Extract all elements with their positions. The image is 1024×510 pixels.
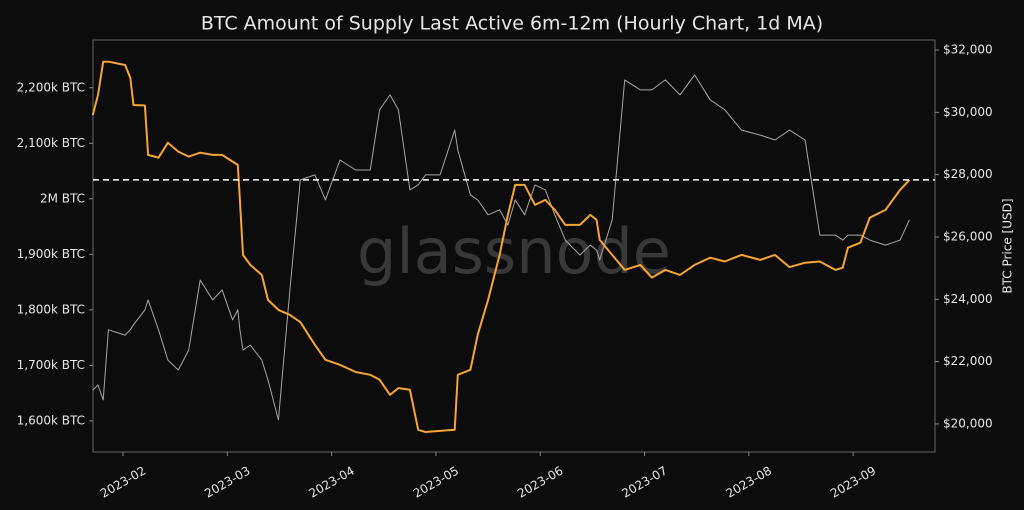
series-line [91, 60, 911, 433]
y-tick-label: 2,100k BTC [17, 136, 85, 150]
y2-axis-label: BTC Price [USD] [1001, 198, 1015, 293]
y2-tick-label: $26,000 [943, 229, 993, 243]
y2-tick-label: $32,000 [943, 42, 993, 56]
watermark: glassnode [357, 215, 671, 288]
y-tick-label: 1,900k BTC [17, 247, 85, 261]
y-tick-label: 1,700k BTC [17, 358, 85, 372]
y2-tick-label: $30,000 [943, 105, 993, 119]
y-tick-label: 1,600k BTC [17, 413, 85, 427]
chart-title: BTC Amount of Supply Last Active 6m-12m … [201, 13, 823, 35]
y-tick-label: 1,800k BTC [17, 302, 85, 316]
y2-tick-label: $22,000 [943, 354, 993, 368]
plot-frame [92, 39, 936, 453]
y-tick-label: 2M BTC [40, 191, 85, 205]
series-line [92, 74, 910, 421]
y2-tick-label: $28,000 [943, 167, 993, 181]
y2-tick-label: $20,000 [943, 416, 993, 430]
y-tick-label: 2,200k BTC [17, 80, 85, 94]
y2-tick-label: $24,000 [943, 292, 993, 306]
